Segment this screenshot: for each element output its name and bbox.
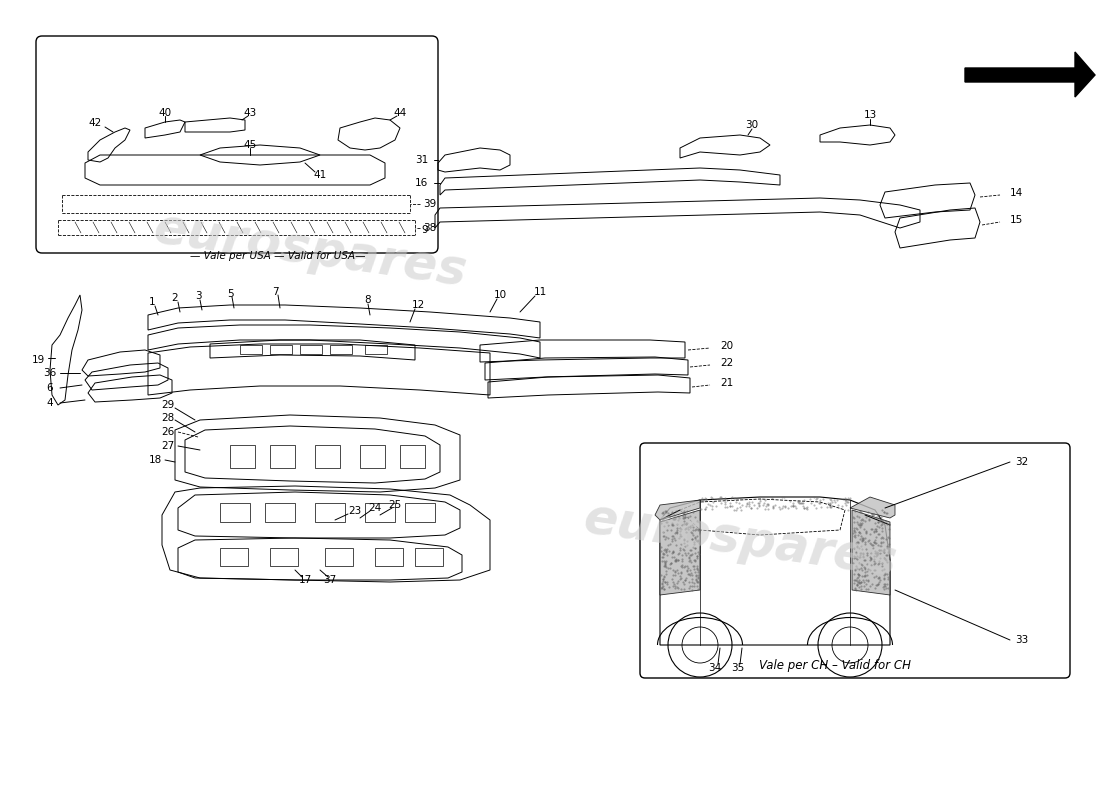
Text: 6: 6 xyxy=(46,383,53,393)
Polygon shape xyxy=(850,497,895,518)
Text: 43: 43 xyxy=(243,108,256,118)
Text: 38: 38 xyxy=(424,223,437,233)
Text: 20: 20 xyxy=(720,341,733,351)
Polygon shape xyxy=(852,510,890,595)
Text: 14: 14 xyxy=(1010,188,1023,198)
Text: 41: 41 xyxy=(314,170,327,180)
Text: 24: 24 xyxy=(368,503,382,513)
Text: 16: 16 xyxy=(415,178,428,188)
Text: 19: 19 xyxy=(32,355,45,365)
Text: 8: 8 xyxy=(365,295,372,305)
Polygon shape xyxy=(965,52,1094,97)
Text: 9: 9 xyxy=(421,225,428,235)
Text: 25: 25 xyxy=(388,500,401,510)
Text: 5: 5 xyxy=(227,289,233,299)
Text: 17: 17 xyxy=(298,575,311,585)
Text: eurospares: eurospares xyxy=(580,494,900,586)
Text: 2: 2 xyxy=(172,293,178,303)
Text: 37: 37 xyxy=(323,575,337,585)
Text: 40: 40 xyxy=(158,108,172,118)
Text: 45: 45 xyxy=(243,140,256,150)
Polygon shape xyxy=(654,500,700,520)
Text: 39: 39 xyxy=(424,199,437,209)
Text: 10: 10 xyxy=(494,290,507,300)
Text: 29: 29 xyxy=(162,400,175,410)
Polygon shape xyxy=(660,510,700,595)
Text: 12: 12 xyxy=(411,300,425,310)
Text: 11: 11 xyxy=(534,287,547,297)
Text: 13: 13 xyxy=(864,110,877,120)
Text: 28: 28 xyxy=(162,413,175,423)
Text: 31: 31 xyxy=(415,155,428,165)
Text: 36: 36 xyxy=(43,368,56,378)
Text: 18: 18 xyxy=(148,455,162,465)
Text: 21: 21 xyxy=(720,378,734,388)
Text: 30: 30 xyxy=(746,120,759,130)
Text: 27: 27 xyxy=(162,441,175,451)
Text: 4: 4 xyxy=(46,398,53,408)
Text: 44: 44 xyxy=(394,108,407,118)
Text: — Vale per USA — Valid for USA—: — Vale per USA — Valid for USA— xyxy=(190,251,365,261)
Text: 32: 32 xyxy=(1015,457,1028,467)
Text: 26: 26 xyxy=(162,427,175,437)
Text: 33: 33 xyxy=(1015,635,1028,645)
Text: 22: 22 xyxy=(720,358,734,368)
Text: 34: 34 xyxy=(708,663,722,673)
Text: 3: 3 xyxy=(195,291,201,301)
Text: 35: 35 xyxy=(732,663,745,673)
Text: eurospares: eurospares xyxy=(151,204,470,296)
Text: 23: 23 xyxy=(349,506,362,516)
Text: Vale per CH – Valid for CH: Vale per CH – Valid for CH xyxy=(759,658,911,671)
Text: 1: 1 xyxy=(148,297,155,307)
Text: 42: 42 xyxy=(88,118,101,128)
Text: 15: 15 xyxy=(1010,215,1023,225)
Text: 7: 7 xyxy=(272,287,278,297)
